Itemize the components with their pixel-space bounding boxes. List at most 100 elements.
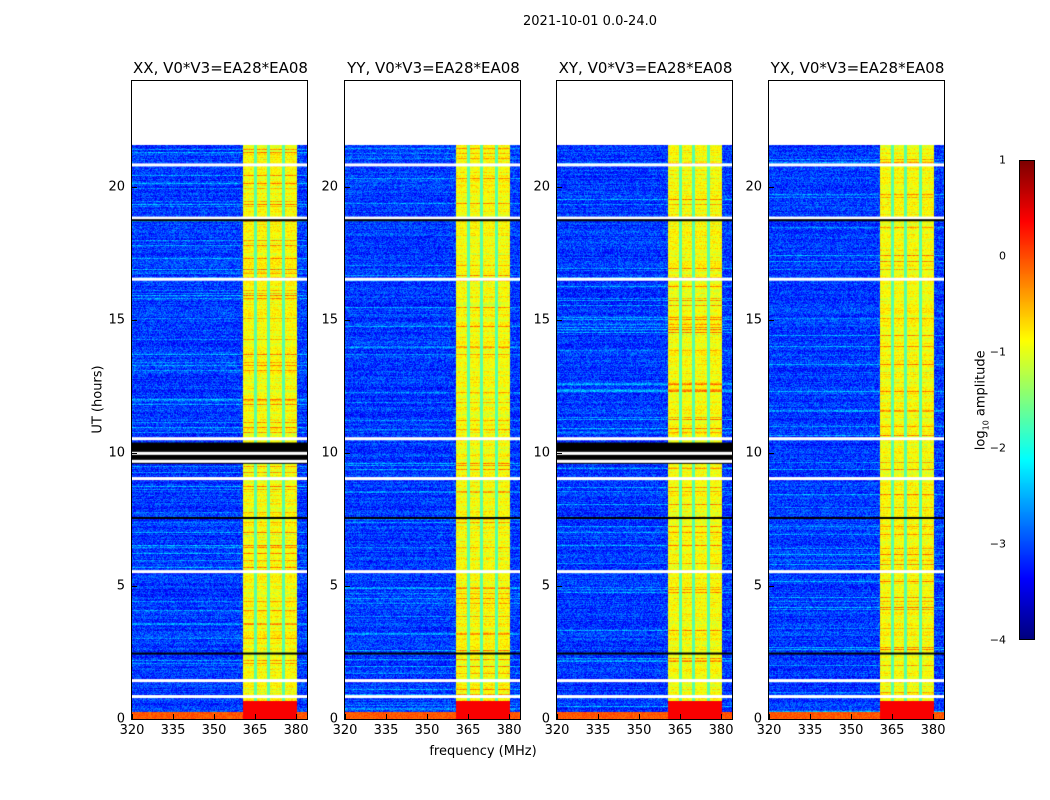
x-tick-label: 350 <box>201 723 227 738</box>
y-tick-label: 10 <box>533 445 550 461</box>
y-tick-label: 0 <box>541 711 550 727</box>
x-tick-label: 350 <box>626 723 652 738</box>
x-tick-label: 320 <box>119 723 145 738</box>
colorbar-tick-label: −3 <box>989 537 1006 551</box>
y-tick-label: 20 <box>108 179 125 195</box>
x-tick-label: 380 <box>920 723 946 738</box>
y-tick-label: 20 <box>533 179 550 195</box>
y-tick-mark <box>132 453 137 455</box>
y-tick-mark <box>345 586 350 588</box>
panel-title: XX, V0*V3=EA28*EA08 <box>133 59 308 77</box>
y-tick-label: 10 <box>745 445 762 461</box>
x-tick-mark <box>173 714 175 719</box>
y-tick-label: 5 <box>116 578 125 594</box>
x-tick-label: 320 <box>756 723 782 738</box>
x-tick-mark <box>255 714 257 719</box>
heatmap-image <box>132 81 307 719</box>
colorbar-tick-label: 0 <box>999 249 1006 263</box>
x-tick-label: 335 <box>585 723 611 738</box>
y-tick-label: 0 <box>753 711 762 727</box>
y-tick-mark <box>345 320 350 322</box>
panel-title: YX, V0*V3=EA28*EA08 <box>770 59 945 77</box>
y-tick-mark <box>769 719 774 720</box>
x-tick-mark <box>680 714 682 719</box>
x-tick-mark <box>639 714 641 719</box>
x-tick-mark <box>214 714 216 719</box>
x-tick-mark <box>427 714 429 719</box>
colorbar <box>1019 160 1035 640</box>
spectrogram-panel: XX, V0*V3=EA28*EA08 0 5 10 15 20 320 335 350 365 3… <box>108 59 308 738</box>
heatmap-image <box>769 81 944 719</box>
y-tick-mark <box>132 586 137 588</box>
y-tick-mark <box>557 453 562 455</box>
x-tick-label: 335 <box>797 723 823 738</box>
x-tick-mark <box>557 714 558 719</box>
x-tick-mark <box>598 714 600 719</box>
spectrogram-panel: YX, V0*V3=EA28*EA08 0 5 10 15 20 320 335 350 365 3… <box>745 59 945 738</box>
y-tick-label: 15 <box>321 312 338 328</box>
x-tick-mark <box>509 714 511 719</box>
y-tick-label: 10 <box>108 445 125 461</box>
y-tick-mark <box>345 453 350 455</box>
x-tick-mark <box>769 714 770 719</box>
y-tick-mark <box>557 586 562 588</box>
x-tick-mark <box>468 714 470 719</box>
figure-title: 2021-10-01 0.0-24.0 <box>523 14 657 29</box>
x-tick-label: 365 <box>455 723 481 738</box>
colorbar-tick-label: 1 <box>999 153 1006 167</box>
y-tick-label: 15 <box>108 312 125 328</box>
x-tick-label: 365 <box>667 723 693 738</box>
y-tick-mark <box>557 187 562 189</box>
y-axis-label: UT (hours) <box>90 365 106 434</box>
x-tick-mark <box>296 714 298 719</box>
x-tick-label: 335 <box>373 723 399 738</box>
y-tick-mark <box>132 320 137 322</box>
y-tick-mark <box>557 719 562 720</box>
x-tick-label: 350 <box>838 723 864 738</box>
y-tick-mark <box>769 187 774 189</box>
y-tick-mark <box>769 320 774 322</box>
y-tick-mark <box>769 453 774 455</box>
colorbar-tick-label: −2 <box>989 441 1006 455</box>
heatmap-image <box>345 81 520 719</box>
x-tick-label: 320 <box>332 723 358 738</box>
x-tick-mark <box>892 714 894 719</box>
x-axis-label: frequency (MHz) <box>429 744 537 759</box>
x-tick-mark <box>851 714 853 719</box>
x-tick-mark <box>386 714 388 719</box>
y-tick-mark <box>769 586 774 588</box>
y-tick-mark <box>132 187 137 189</box>
x-tick-label: 380 <box>496 723 522 738</box>
heatmap-image <box>557 81 732 719</box>
y-tick-label: 0 <box>116 711 125 727</box>
y-tick-label: 20 <box>745 179 762 195</box>
spectrogram-panel: YY, V0*V3=EA28*EA08 0 5 10 15 20 320 335 350 365 3… <box>321 59 521 738</box>
y-tick-label: 5 <box>329 578 338 594</box>
x-tick-label: 320 <box>544 723 570 738</box>
y-tick-label: 0 <box>329 711 338 727</box>
y-tick-mark <box>557 320 562 322</box>
colorbar-tick-label: −1 <box>989 345 1006 359</box>
y-tick-label: 5 <box>753 578 762 594</box>
y-tick-mark <box>345 719 350 720</box>
y-tick-label: 10 <box>321 445 338 461</box>
x-tick-label: 365 <box>879 723 905 738</box>
x-tick-label: 335 <box>160 723 186 738</box>
panel-title: XY, V0*V3=EA28*EA08 <box>558 59 733 77</box>
x-tick-mark <box>345 714 346 719</box>
x-tick-mark <box>933 714 935 719</box>
y-tick-mark <box>345 187 350 189</box>
panel-title: YY, V0*V3=EA28*EA08 <box>347 59 520 77</box>
y-tick-label: 15 <box>745 312 762 328</box>
x-tick-label: 365 <box>242 723 268 738</box>
x-tick-label: 350 <box>414 723 440 738</box>
colorbar-tick-label: −4 <box>989 633 1006 647</box>
y-tick-mark <box>132 719 137 720</box>
x-tick-mark <box>132 714 133 719</box>
spectrogram-panel: XY, V0*V3=EA28*EA08 0 5 10 15 20 320 335 350 365 3… <box>533 59 733 738</box>
x-tick-mark <box>810 714 812 719</box>
y-tick-label: 5 <box>541 578 550 594</box>
y-tick-label: 15 <box>533 312 550 328</box>
x-tick-label: 380 <box>283 723 309 738</box>
x-tick-mark <box>721 714 723 719</box>
